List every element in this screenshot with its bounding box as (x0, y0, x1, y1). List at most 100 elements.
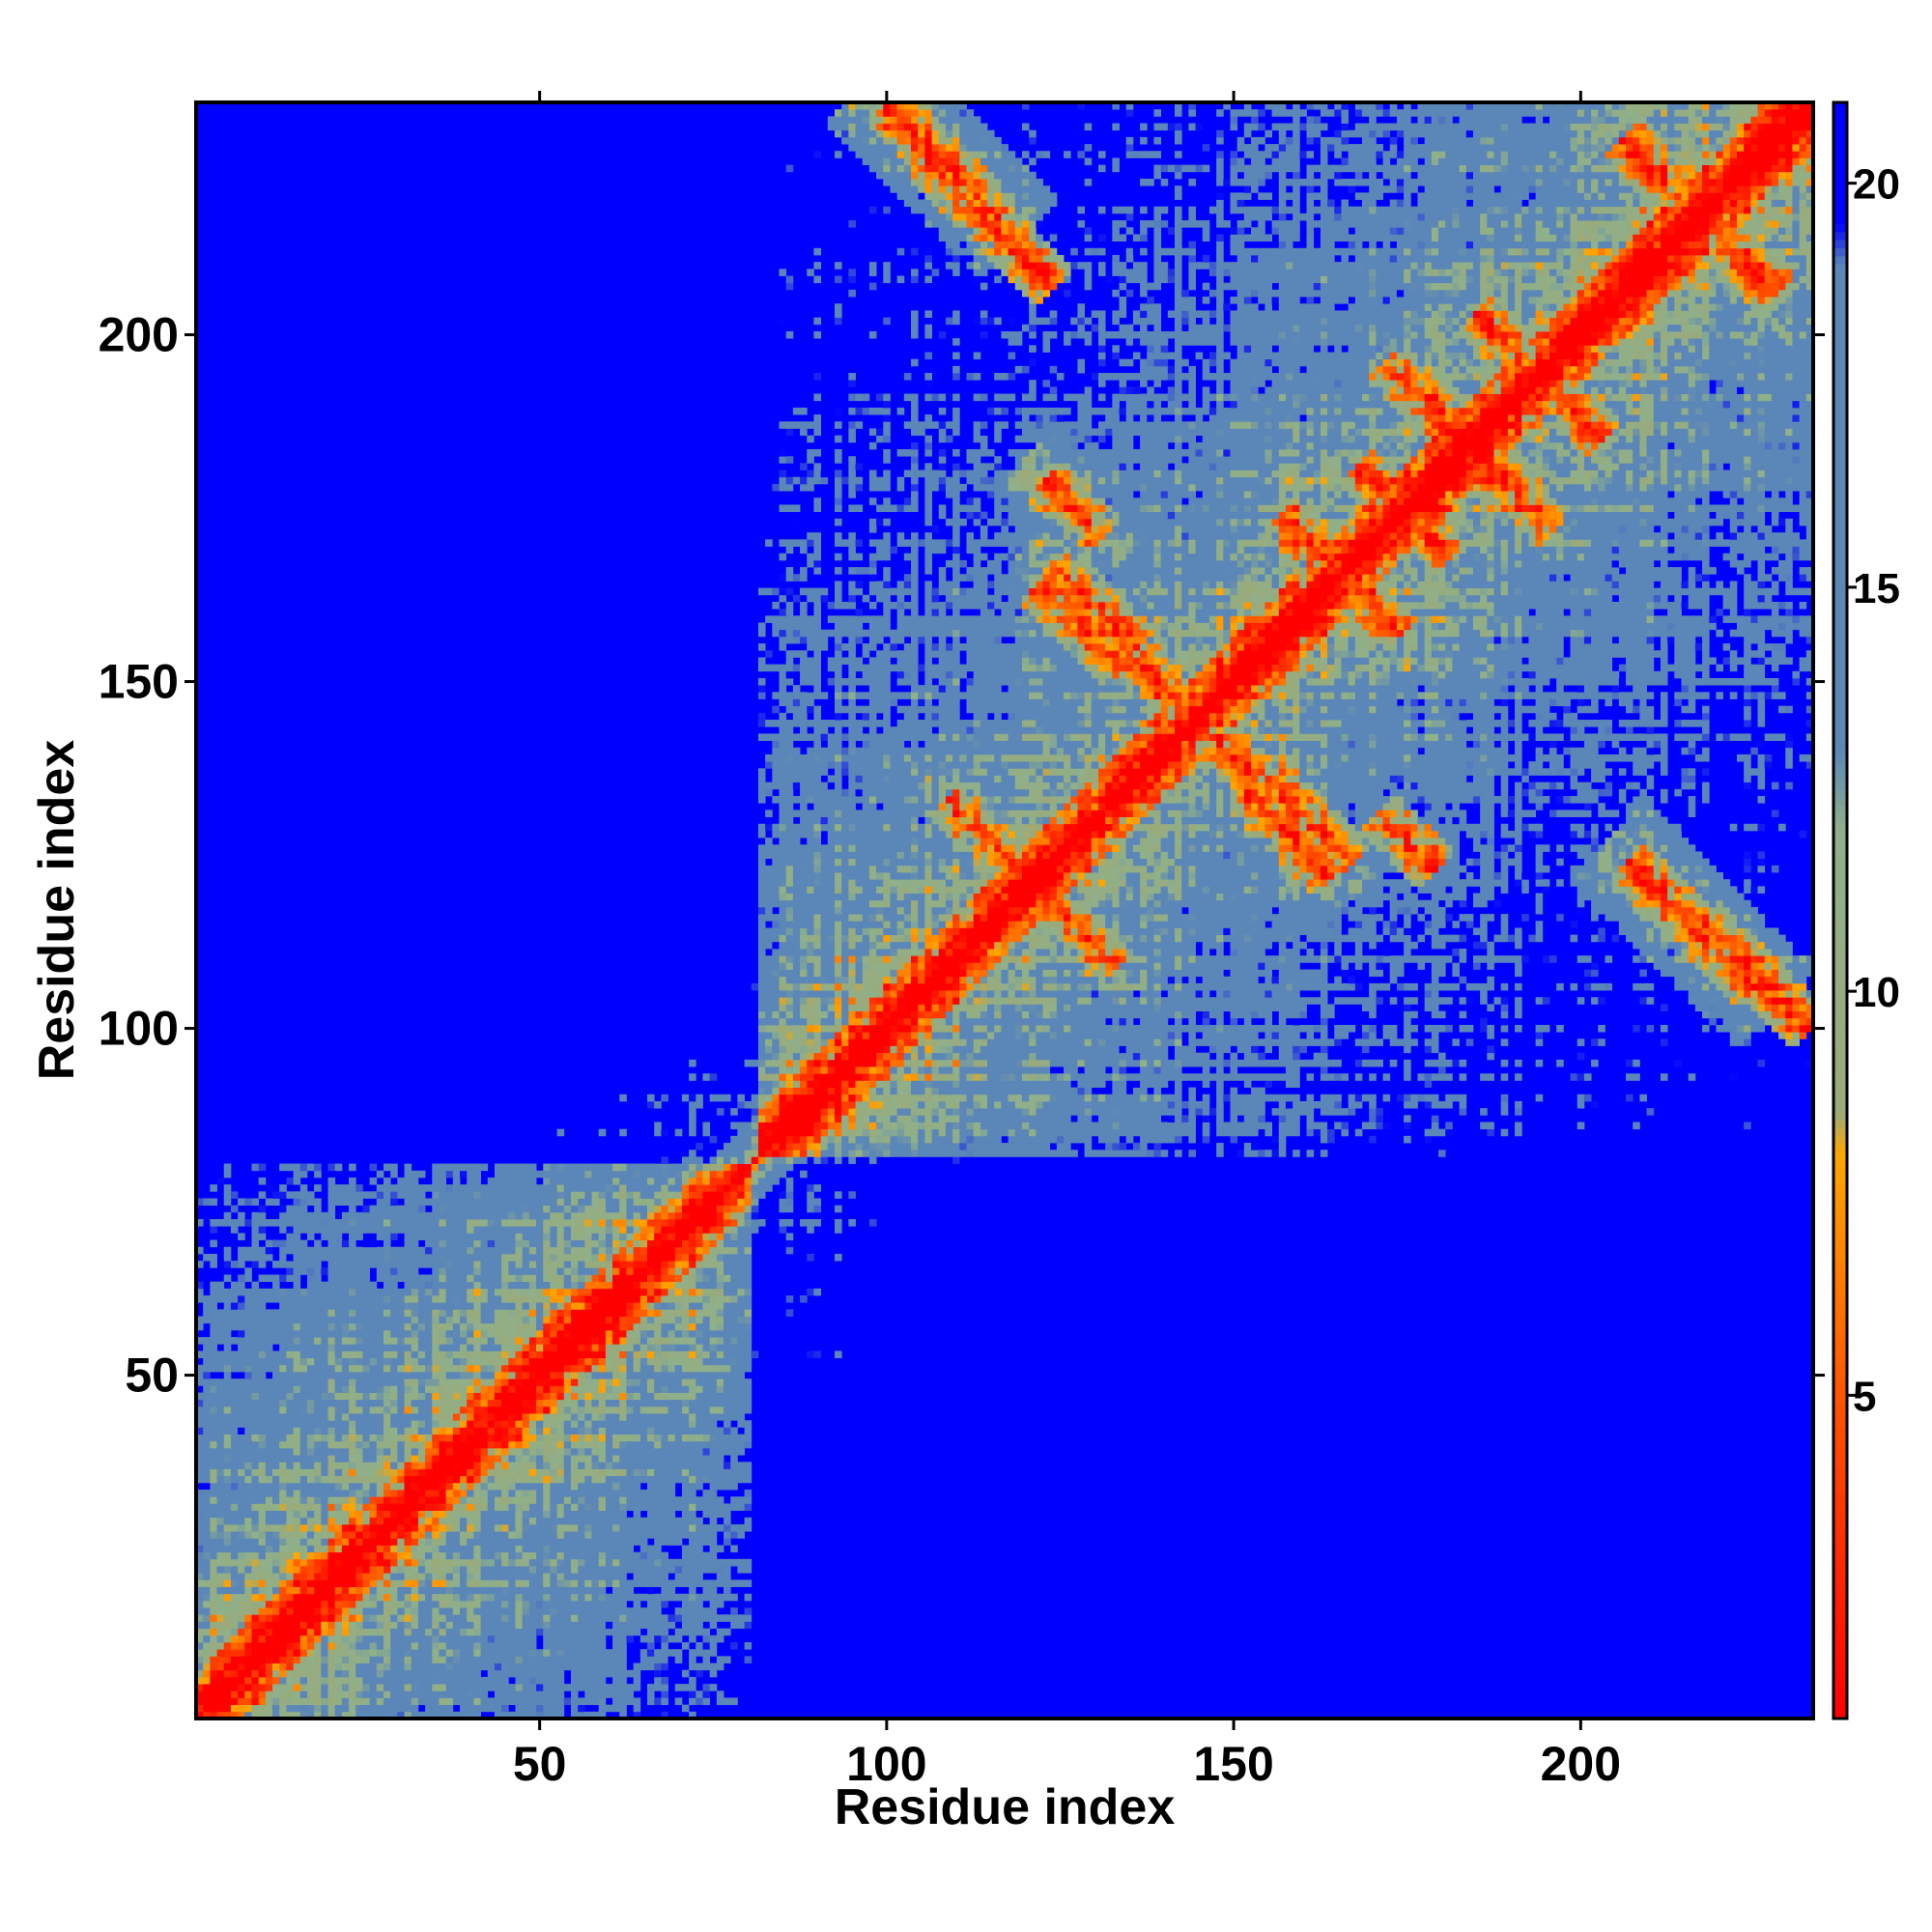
heatmap-cell (709, 1600, 724, 1608)
heatmap-cell (522, 1274, 530, 1283)
heatmap-cell (536, 1704, 544, 1713)
heatmap-cell (480, 1371, 496, 1379)
heatmap-cell (334, 1538, 343, 1546)
heatmap-cell (841, 1108, 849, 1116)
heatmap-cell (196, 1690, 232, 1698)
heatmap-cell (696, 1669, 703, 1678)
heatmap-cell (876, 982, 884, 991)
heatmap-cell (605, 1211, 613, 1220)
heatmap-cell (654, 1211, 662, 1220)
heatmap-cell (223, 1662, 239, 1671)
heatmap-cell (258, 1551, 267, 1560)
heatmap-cell (314, 1267, 322, 1275)
heatmap-cell (661, 1697, 668, 1706)
heatmap-cell (494, 1170, 585, 1179)
heatmap-cell (890, 1115, 898, 1122)
heatmap-cell (626, 1205, 648, 1213)
heatmap-cell (1140, 1135, 1176, 1144)
heatmap-cell (945, 1094, 953, 1102)
heatmap-cell (244, 1704, 252, 1713)
heatmap-cell (376, 1447, 384, 1456)
heatmap-cell (785, 1150, 794, 1157)
heatmap-cell (550, 1288, 557, 1296)
heatmap-cell (439, 1579, 447, 1587)
heatmap-cell (251, 1503, 267, 1511)
heatmap-cell (633, 1233, 641, 1240)
heatmap-cell (834, 1226, 842, 1234)
heatmap-cell (445, 1322, 454, 1331)
heatmap-cell (522, 1455, 530, 1463)
heatmap-cell (716, 1156, 724, 1164)
heatmap-cell (696, 1233, 703, 1240)
heatmap-cell (404, 1628, 412, 1636)
heatmap-cell (924, 1059, 932, 1067)
heatmap-cell (1500, 997, 1509, 1005)
heatmap-cell (1515, 982, 1522, 991)
heatmap-cell (272, 1628, 308, 1636)
heatmap-cell (654, 1634, 662, 1643)
heatmap-cell (730, 1274, 753, 1283)
heatmap-cell (314, 1523, 322, 1532)
heatmap-cell (1014, 1059, 1023, 1067)
heatmap-cell (480, 1239, 489, 1248)
heatmap-cell (1660, 1073, 1668, 1081)
heatmap-cell (952, 1059, 960, 1067)
heatmap-cell (1515, 1059, 1522, 1067)
heatmap-cell (751, 1108, 759, 1116)
heatmap-cell (689, 1690, 696, 1698)
heatmap-cell (244, 1274, 252, 1283)
heatmap-cell (293, 1510, 301, 1519)
heatmap-cell (362, 1434, 371, 1442)
heatmap-cell (1230, 1066, 1238, 1074)
heatmap-cell (1716, 1004, 1751, 1012)
heatmap-cell (1542, 997, 1550, 1005)
heatmap-cell (432, 1538, 440, 1546)
heatmap-cell (994, 1073, 1002, 1081)
heatmap-cell (605, 1281, 613, 1290)
heatmap-cell (397, 1337, 405, 1345)
heatmap-cell (293, 1551, 301, 1560)
heatmap-cell (452, 1316, 461, 1324)
heatmap-cell (397, 1586, 412, 1595)
heatmap-cell (556, 1434, 565, 1442)
heatmap-cell (390, 1656, 405, 1663)
heatmap-cell (1757, 1059, 1766, 1067)
heatmap-cell (668, 1357, 683, 1366)
heatmap-cell (848, 1128, 856, 1137)
heatmap-cell (196, 1593, 204, 1602)
heatmap-cell (390, 1455, 398, 1463)
heatmap-cell (980, 1128, 988, 1137)
heatmap-cell (230, 1600, 239, 1608)
heatmap-cell (584, 1233, 592, 1240)
heatmap-cell (800, 1295, 808, 1303)
heatmap-cell (452, 1490, 461, 1497)
heatmap-cell (528, 1496, 537, 1504)
heatmap-cell (251, 1523, 260, 1532)
heatmap-cell (578, 1281, 585, 1290)
heatmap-cell (327, 1697, 336, 1706)
heatmap-cell (334, 1462, 343, 1469)
heatmap-cell (258, 1704, 267, 1713)
heatmap-cell (536, 1385, 544, 1393)
heatmap-cell (411, 1378, 419, 1386)
heatmap-cell (528, 1607, 551, 1615)
heatmap-cell (1175, 1100, 1182, 1109)
heatmap-cell (230, 1711, 239, 1719)
heatmap-cell (1070, 1024, 1113, 1033)
heatmap-cell (480, 1503, 489, 1511)
heatmap-cell (196, 1517, 211, 1525)
heatmap-cell (258, 1261, 267, 1268)
heatmap-cell (460, 1357, 468, 1366)
heatmap-cell (460, 1399, 468, 1407)
heatmap-cell (1744, 990, 1751, 998)
heatmap-cell (216, 1496, 267, 1504)
heatmap-cell (203, 1593, 211, 1602)
heatmap-cell (1008, 982, 1016, 991)
heatmap-cell (1404, 1122, 1411, 1130)
heatmap-cell (661, 1274, 668, 1283)
heatmap-cell (911, 1087, 925, 1095)
heatmap-cell (855, 1066, 870, 1074)
heatmap-cell (515, 1219, 524, 1227)
heatmap-cell (417, 1309, 433, 1317)
heatmap-cell (868, 1135, 877, 1144)
